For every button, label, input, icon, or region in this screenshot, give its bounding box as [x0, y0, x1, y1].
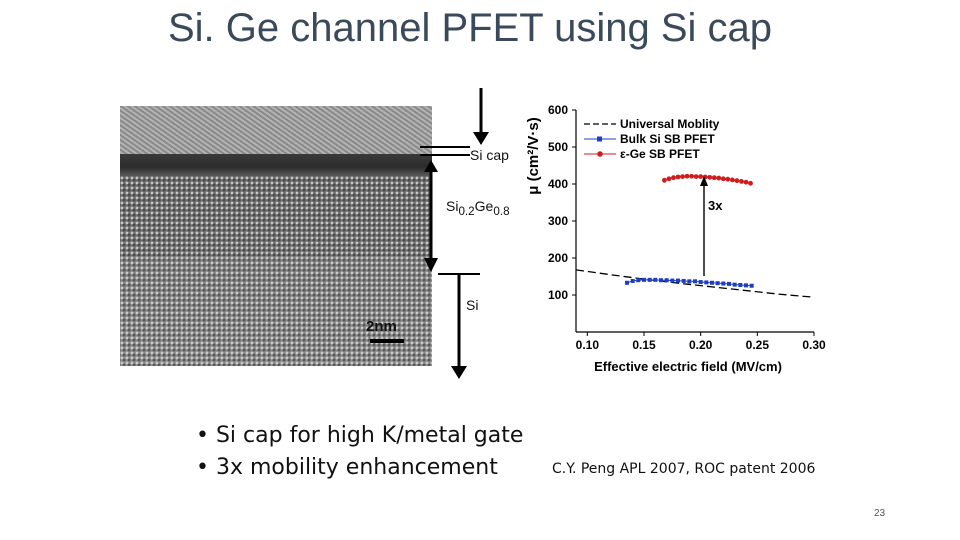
- data-point-ge: [684, 173, 690, 179]
- data-point-bulk: [681, 278, 686, 283]
- data-point-ge: [711, 175, 717, 181]
- data-point-ge: [739, 179, 744, 184]
- x-tick-label: 0.10: [576, 338, 600, 352]
- ylabel: μ (cm²/V·s): [525, 117, 542, 195]
- data-point-bulk: [704, 280, 709, 285]
- data-point-bulk: [664, 278, 669, 283]
- data-point-ge: [716, 175, 722, 181]
- x-tick-label: 0.15: [632, 338, 656, 352]
- data-point-bulk: [670, 278, 675, 283]
- x-tick-label: 0.20: [689, 338, 713, 352]
- si-arrowhead: [451, 366, 467, 379]
- data-point-bulk: [738, 283, 743, 288]
- label-si: Si: [466, 297, 479, 313]
- xlabel: Effective electric field (MV/cm): [594, 359, 782, 374]
- data-point-bulk: [642, 277, 646, 282]
- data-point-bulk: [721, 281, 726, 286]
- data-point-bulk: [732, 282, 737, 287]
- label-sige: Si0.2Ge0.8: [446, 198, 510, 218]
- scale-bar: [370, 339, 404, 343]
- enhancement-arrowhead: [700, 176, 708, 186]
- data-point-ge: [734, 178, 740, 184]
- y-tick-label: 300: [548, 214, 568, 228]
- page-number: 23: [874, 508, 886, 519]
- data-point-bulk: [693, 279, 697, 284]
- label-si-cap: Si cap: [470, 147, 509, 163]
- data-point-bulk: [636, 278, 641, 283]
- y-tick-label: 400: [548, 177, 568, 191]
- data-point-bulk: [687, 279, 692, 284]
- bullet-list: • Si cap for high K/metal gate • 3x mobi…: [196, 420, 523, 484]
- data-point-bulk: [710, 280, 714, 285]
- data-point-bulk: [647, 277, 652, 282]
- data-point-bulk: [625, 280, 629, 285]
- series-layer: [575, 173, 815, 298]
- tem-micrograph: [120, 106, 432, 366]
- legend-marker: [597, 151, 603, 157]
- data-point-bulk: [676, 278, 680, 283]
- x-tick-label: 0.30: [802, 338, 826, 352]
- data-point-ge: [748, 180, 753, 186]
- data-point-ge: [662, 177, 667, 183]
- y-tick-label: 100: [548, 288, 568, 302]
- data-point-ge: [689, 173, 694, 179]
- si-cap-arrowhead: [473, 132, 489, 145]
- y-tick-label: 200: [548, 251, 568, 265]
- data-point-bulk: [715, 281, 720, 286]
- data-point-ge: [666, 176, 672, 182]
- scale-bar-label: 2nm: [366, 318, 397, 335]
- citation: C.Y. Peng APL 2007, ROC patent 2006: [552, 461, 816, 477]
- data-point-ge: [671, 175, 676, 181]
- tem-si-cap-band: [120, 154, 432, 176]
- series-line-universal: [575, 269, 815, 298]
- legend-label: Universal Moblity: [620, 117, 720, 131]
- data-point-bulk: [698, 280, 703, 285]
- tem-top-region: [120, 106, 432, 158]
- data-point-bulk: [744, 283, 748, 288]
- tem-substrate-region: [120, 256, 432, 366]
- y-tick-label: 600: [548, 103, 568, 117]
- legend-marker: [597, 136, 602, 142]
- data-point-bulk: [749, 283, 754, 288]
- data-point-ge: [720, 176, 726, 182]
- x-ticks: 0.10 0.15 0.20 0.25 0.30: [576, 332, 826, 352]
- slide-title: Si. Ge channel PFET using Si cap: [167, 6, 773, 50]
- data-point-bulk: [630, 278, 635, 283]
- y-ticks: 100 200 300 400 500 600: [548, 103, 576, 302]
- data-point-ge: [730, 177, 735, 183]
- bullet-item: • 3x mobility enhancement: [196, 455, 498, 480]
- y-tick-label: 500: [548, 140, 568, 154]
- enhancement-label: 3x: [708, 198, 723, 213]
- data-point-ge: [698, 174, 704, 179]
- data-point-ge: [707, 174, 713, 180]
- data-point-bulk: [659, 278, 663, 283]
- data-point-ge: [680, 174, 685, 179]
- data-point-bulk: [653, 277, 658, 282]
- legend-label: Bulk Si SB PFET: [620, 132, 715, 146]
- bullet-item: • Si cap for high K/metal gate: [196, 423, 524, 448]
- data-point-ge: [675, 174, 681, 180]
- data-point-ge: [725, 176, 731, 182]
- data-point-ge: [693, 174, 699, 179]
- tem-lattice-region: [120, 176, 432, 366]
- legend-label: ε-Ge SB PFET: [620, 147, 700, 161]
- x-tick-label: 0.25: [746, 338, 770, 352]
- data-point-bulk: [727, 281, 731, 286]
- data-point-ge: [743, 179, 749, 185]
